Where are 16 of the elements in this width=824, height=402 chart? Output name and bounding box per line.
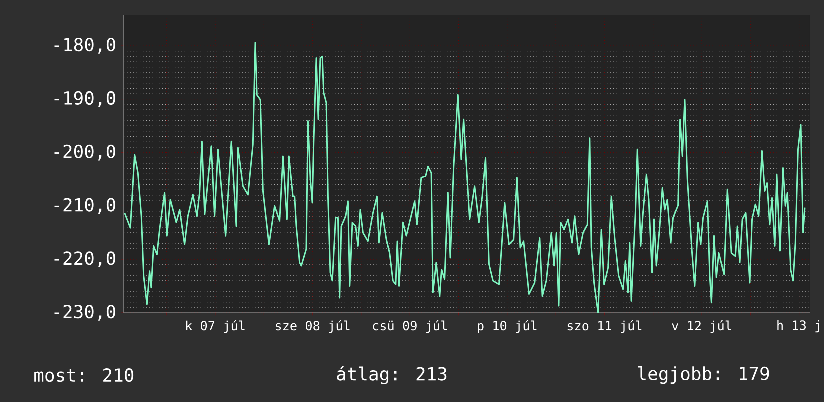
x-tick-label: k 07 júl xyxy=(186,320,245,334)
x-tick-label: sze 08 júl xyxy=(276,320,350,334)
text: most: 210 xyxy=(34,368,134,382)
text: átlag: 213 xyxy=(337,366,447,384)
y-tick-label: -210,0 xyxy=(54,198,116,214)
x-tick-label: p 10 júl xyxy=(478,320,537,334)
x-tick-label: v 12 júl xyxy=(672,320,732,334)
x-tick-label: csü 09 júl xyxy=(373,320,447,334)
y-tick-label: -200,0 xyxy=(54,144,116,161)
y-tick-label: -180,0 xyxy=(54,38,116,54)
y-tick-label: -220,0 xyxy=(54,252,116,268)
y-tick-label: -190,0 xyxy=(54,91,116,108)
text: legjobb: 179 xyxy=(638,366,770,384)
x-tick-label: szo 11 júl xyxy=(568,320,642,334)
x-tick-label: h 13 j xyxy=(778,320,820,333)
y-tick-label: -230,0 xyxy=(54,305,116,321)
